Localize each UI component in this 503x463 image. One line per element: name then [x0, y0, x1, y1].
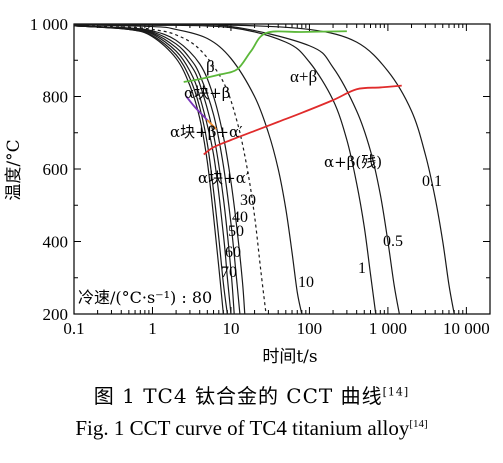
x-tick-label: 10 000: [443, 319, 490, 338]
figure-caption-en: Fig. 1 CCT curve of TC4 titanium alloy[1…: [0, 416, 503, 441]
cct-chart: 0.1 1 10 100 1 000 10 000 200 400 600 800 1 000 时…: [4, 15, 491, 367]
caption-cn-ref: [14]: [382, 385, 410, 399]
phase-label-alpha-beta-residual: α+β(残): [324, 153, 382, 171]
y-tick-label: 400: [43, 233, 69, 252]
curve-label-0-5: 0.5: [383, 233, 403, 250]
transformation-line-2: [185, 95, 208, 121]
curve-label-70: 70: [221, 264, 237, 281]
cooling-curve-dashed: [74, 25, 267, 314]
phase-label-alpha-block-beta-alpha-prime: α块+β+α′: [170, 123, 243, 141]
curve-label-60: 60: [225, 244, 241, 261]
cooling-curves: [74, 24, 455, 314]
x-tick-label: 0.1: [63, 319, 84, 338]
x-tick-label: 1 000: [369, 319, 407, 338]
phase-label-beta: β: [206, 57, 215, 76]
phase-label-alpha-block-beta: α块+β: [184, 84, 230, 102]
y-tick-label: 800: [43, 88, 69, 107]
cooling-curve-0-1: [74, 24, 455, 314]
transformation-line-1: [203, 84, 402, 156]
cooling-rate-label: 冷速/(°C·s⁻¹) : 80: [78, 288, 212, 307]
curve-label-10: 10: [298, 274, 314, 291]
axis-ticks: [73, 23, 491, 315]
y-tick-label: 1 000: [30, 15, 68, 34]
transformation-line-0: [183, 30, 347, 83]
curve-label-30: 30: [240, 192, 256, 209]
y-tick-label: 200: [43, 305, 69, 324]
y-tick-label: 600: [43, 160, 69, 179]
curve-label-1: 1: [358, 260, 366, 277]
phase-label-alpha-block-alpha-prime: α块+α′: [198, 169, 250, 187]
y-tick-labels: 200 400 600 800 1 000: [30, 15, 68, 324]
curve-label-50: 50: [228, 223, 244, 240]
cooling-curve-70: [74, 25, 228, 314]
phase-label-alpha-beta: α+β: [290, 67, 317, 86]
plot-frame: [73, 23, 491, 315]
caption-en-text: Fig. 1 CCT curve of TC4 titanium alloy: [75, 416, 410, 440]
cooling-curve-40: [74, 25, 241, 314]
caption-en-ref: [14]: [409, 418, 428, 430]
cooling-curve-10: [74, 24, 303, 314]
x-tick-label: 10: [222, 319, 239, 338]
curve-label-0-1: 0.1: [422, 173, 442, 190]
transformation-line-3: [206, 119, 217, 130]
cooling-curve-30: [74, 25, 246, 314]
x-axis-label: 时间t/s: [262, 347, 317, 367]
curve-label-40: 40: [232, 209, 248, 226]
x-tick-labels: 0.1 1 10 100 1 000 10 000: [63, 319, 489, 338]
x-tick-label: 100: [297, 319, 323, 338]
transformation-lines: [183, 30, 402, 156]
x-tick-label: 1: [148, 319, 157, 338]
caption-cn-text: 图 1 TC4 钛合金的 CCT 曲线: [93, 384, 383, 408]
y-axis-label: 温度/°C: [4, 139, 24, 200]
figure-caption-cn: 图 1 TC4 钛合金的 CCT 曲线[14]: [0, 380, 503, 409]
